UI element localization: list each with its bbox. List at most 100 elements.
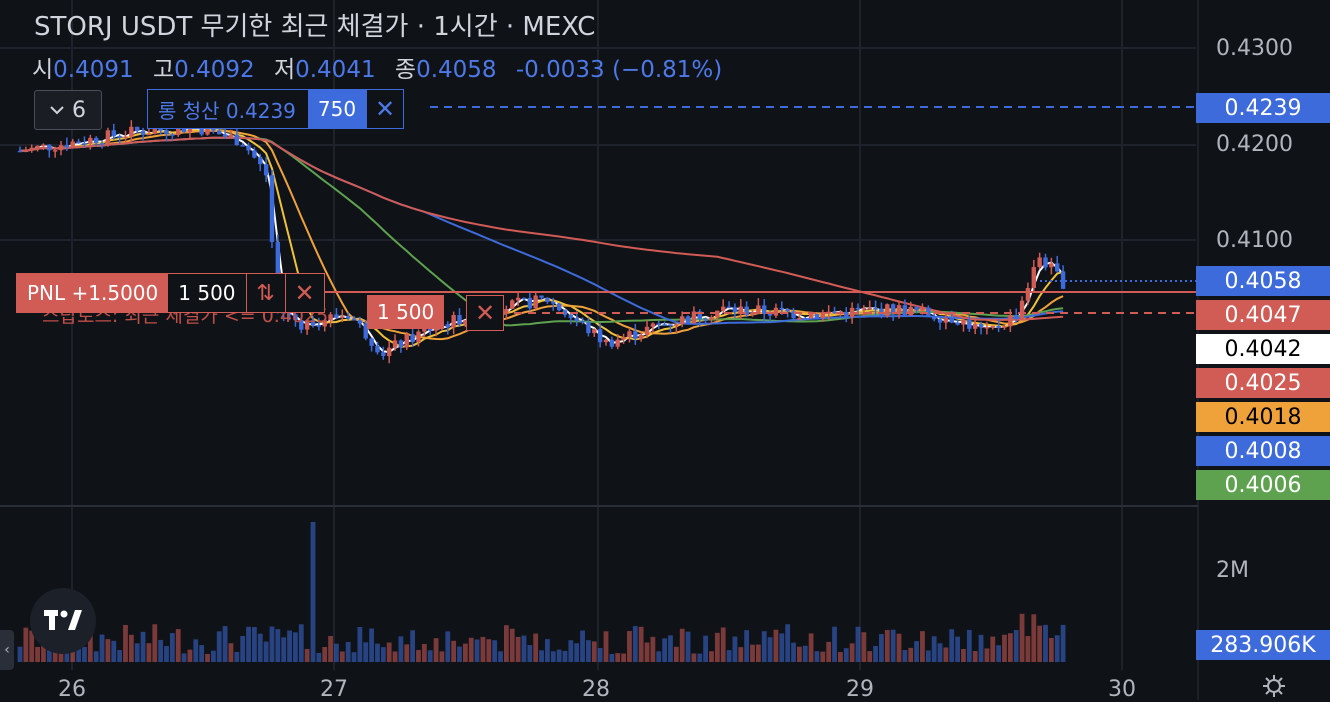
volume-bar xyxy=(351,652,357,662)
price-axis-label: 0.4300 xyxy=(1216,36,1293,61)
close-icon[interactable]: ✕ xyxy=(366,90,403,128)
date-label: 28 xyxy=(582,677,610,702)
candle xyxy=(820,312,826,319)
volume-bar xyxy=(914,641,919,662)
candle xyxy=(158,129,163,131)
candle xyxy=(586,322,591,334)
volume-bar xyxy=(52,648,58,662)
candle xyxy=(515,297,521,301)
candle xyxy=(1043,257,1048,268)
volume-bar xyxy=(392,651,398,662)
candle xyxy=(463,320,468,325)
candle xyxy=(867,308,872,310)
volume-bar xyxy=(386,642,392,662)
candle xyxy=(931,316,937,320)
volume-bar xyxy=(931,636,937,662)
volume-bar xyxy=(1043,624,1048,662)
volume-bar xyxy=(175,629,181,662)
high-value: 0.4092 xyxy=(174,57,255,83)
close-icon[interactable]: ✕ xyxy=(466,295,504,331)
volume-bar xyxy=(826,641,832,662)
candle xyxy=(222,134,228,137)
candle xyxy=(258,157,263,165)
volume-bar xyxy=(673,646,679,662)
candle xyxy=(363,323,368,339)
volume-bar xyxy=(955,636,960,662)
volume-bar xyxy=(146,643,152,662)
indicators-toggle-button[interactable]: 6 xyxy=(34,90,102,130)
volume-bar xyxy=(902,649,908,662)
candle xyxy=(633,331,638,339)
candle xyxy=(23,150,29,153)
candle xyxy=(457,315,462,325)
candle xyxy=(322,320,327,327)
volume-bar xyxy=(896,633,902,662)
ma-price-tag: 0.4008 xyxy=(1196,436,1330,466)
candle xyxy=(597,329,603,343)
candle xyxy=(955,322,960,325)
volume-bar xyxy=(216,631,222,662)
candle xyxy=(556,303,562,311)
tradingview-logo-icon[interactable] xyxy=(30,588,96,654)
candle xyxy=(176,126,181,136)
volume-bar xyxy=(246,626,251,662)
candle xyxy=(814,314,820,319)
candle xyxy=(1031,267,1036,288)
volume-bar xyxy=(1037,625,1043,662)
open-label: 시 xyxy=(32,57,54,83)
candle xyxy=(1019,300,1025,319)
volume-bar xyxy=(205,653,210,662)
volume-bar xyxy=(462,643,468,662)
volume-bar xyxy=(767,637,773,662)
volume-bar xyxy=(492,640,498,662)
candle xyxy=(627,331,632,338)
candle xyxy=(650,323,656,327)
reverse-position-icon[interactable]: ⇅ xyxy=(245,274,285,312)
volume-bar xyxy=(322,647,328,662)
volume-bar xyxy=(369,628,374,662)
volume-bar xyxy=(1060,624,1066,662)
candle xyxy=(246,145,251,151)
volume-bar xyxy=(586,640,591,662)
volume-bar xyxy=(920,631,925,662)
candle xyxy=(1055,263,1060,272)
chevron-left-icon[interactable]: ‹ xyxy=(0,630,14,670)
volume-bar xyxy=(1048,637,1054,662)
volume-bar xyxy=(134,643,140,662)
close-icon[interactable]: ✕ xyxy=(284,274,324,312)
position-label[interactable]: PNL +1.5000 1 500 ⇅ ✕ xyxy=(16,273,325,313)
volume-bar xyxy=(421,643,427,662)
volume-bar xyxy=(433,638,439,662)
candle xyxy=(351,318,357,321)
volume-bar xyxy=(345,641,351,662)
volume-bar xyxy=(662,638,667,662)
volume-bar xyxy=(357,626,363,662)
candle xyxy=(504,308,509,314)
liquidation-order-label[interactable]: 롱 청산 0.4239 750 ✕ xyxy=(147,89,405,129)
volume-bar xyxy=(263,641,269,662)
candle xyxy=(609,339,615,347)
volume-bar xyxy=(363,642,369,662)
volume-bar xyxy=(879,634,884,662)
volume-bar xyxy=(691,653,697,662)
candle xyxy=(433,327,439,331)
volume-bar xyxy=(796,646,802,662)
candle xyxy=(217,130,222,135)
volume-bar xyxy=(117,650,123,662)
volume-bar xyxy=(181,653,187,662)
candle xyxy=(996,325,1001,328)
candle xyxy=(697,311,702,320)
volume-bar xyxy=(252,627,257,662)
date-label: 30 xyxy=(1108,677,1136,702)
candle xyxy=(896,305,902,315)
candle xyxy=(961,319,966,325)
candle xyxy=(35,145,40,148)
liquidation-qty: 750 xyxy=(307,90,367,128)
gear-icon[interactable] xyxy=(1262,674,1286,698)
volume-bar xyxy=(562,650,568,662)
candle xyxy=(779,307,784,310)
low-label: 저 xyxy=(273,57,296,83)
candle xyxy=(885,304,890,317)
candle xyxy=(76,141,81,144)
volume-bar xyxy=(1007,633,1013,662)
